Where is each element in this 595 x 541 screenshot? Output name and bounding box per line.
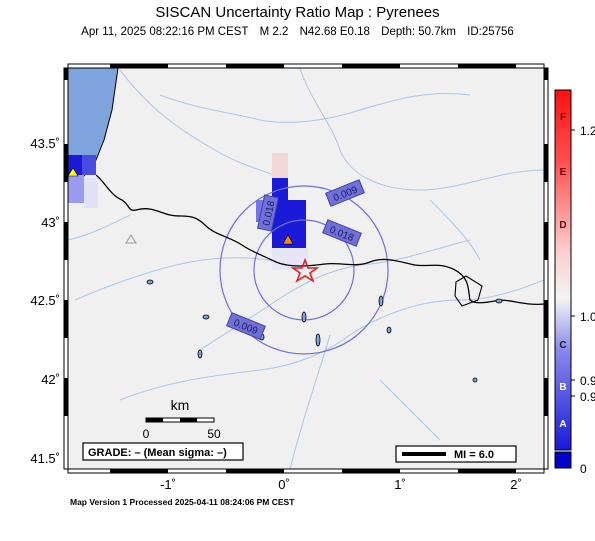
- scale-end: 50: [207, 427, 221, 441]
- colorbar-value: 1.0: [580, 310, 595, 324]
- event-depth: Depth: 50.7km: [381, 26, 456, 38]
- scale-bar: km 0 50: [143, 397, 221, 441]
- colorbar-value: 0.9: [580, 390, 595, 404]
- grade-letter: C: [559, 340, 566, 351]
- lakes: [146, 279, 503, 383]
- event-info-line: Apr 11, 2025 08:22:16 PM CEST M 2.2 N42.…: [0, 26, 595, 38]
- event-date: Apr 11, 2025 08:22:16 PM CEST: [81, 26, 249, 38]
- grade-letter: D: [559, 220, 566, 231]
- colorbar: F E D C B A 1.2 1.0 0.9 0.9 0: [554, 89, 595, 476]
- map-area[interactable]: 0.009 0.018 0.018 0.009 km: [68, 68, 544, 469]
- lat-tick-label: 42.5˚: [30, 293, 60, 308]
- event-location: N42.68 E0.18: [299, 26, 370, 38]
- grade-box: GRADE: – (Mean sigma: –): [82, 442, 244, 461]
- border-line: [95, 174, 544, 306]
- event-id: ID:25756: [467, 26, 514, 38]
- lat-tick-label: 43.5˚: [30, 136, 60, 151]
- colorbar-value: 1.2: [580, 124, 595, 138]
- lat-tick-label: 41.5˚: [30, 451, 60, 466]
- map-title: SISCAN Uncertainty Ratio Map : Pyrenees: [155, 4, 440, 21]
- ratio-cells: [68, 153, 308, 270]
- lat-tick-label: 43˚: [41, 215, 60, 230]
- event-magnitude: M 2.2: [259, 26, 289, 38]
- grade-letter: E: [560, 167, 567, 178]
- lon-tick-label: 1˚: [394, 477, 406, 492]
- andorra-border: [454, 275, 483, 307]
- scale-unit: km: [171, 397, 190, 413]
- lon-tick-label: 0˚: [278, 477, 290, 492]
- lat-axis: 43.5˚ 43˚ 42.5˚ 42˚ 41.5˚: [30, 136, 60, 466]
- lon-tick-label: 2˚: [510, 477, 522, 492]
- map-frame: [63, 63, 549, 474]
- rivers: [68, 68, 544, 469]
- grade-letter: F: [560, 112, 566, 123]
- colorbar-value: 0: [580, 462, 587, 476]
- contour-labels: 0.009 0.018 0.018 0.009: [226, 179, 365, 340]
- contour-label: 0.018: [261, 200, 277, 227]
- station-marker[interactable]: [282, 234, 294, 245]
- epicenter-star[interactable]: [290, 257, 320, 283]
- scale-start: 0: [143, 427, 150, 441]
- footer-processed-note: Map Version 1 Processed 2025-04-11 08:24…: [70, 497, 295, 507]
- station-marker[interactable]: [68, 167, 79, 177]
- grade-letter: B: [559, 382, 566, 393]
- lon-axis: -1˚ 0˚ 1˚ 2˚: [160, 477, 522, 492]
- lat-tick-label: 42˚: [41, 372, 60, 387]
- grade-text: GRADE: – (Mean sigma: –): [88, 447, 227, 459]
- colorbar-value: 0.9: [580, 374, 595, 388]
- mi-text: MI = 6.0: [454, 449, 494, 461]
- grade-letter: A: [559, 419, 566, 430]
- mi-legend: MI = 6.0: [395, 445, 517, 463]
- station-marker[interactable]: [125, 234, 137, 244]
- lon-tick-label: -1˚: [160, 477, 176, 492]
